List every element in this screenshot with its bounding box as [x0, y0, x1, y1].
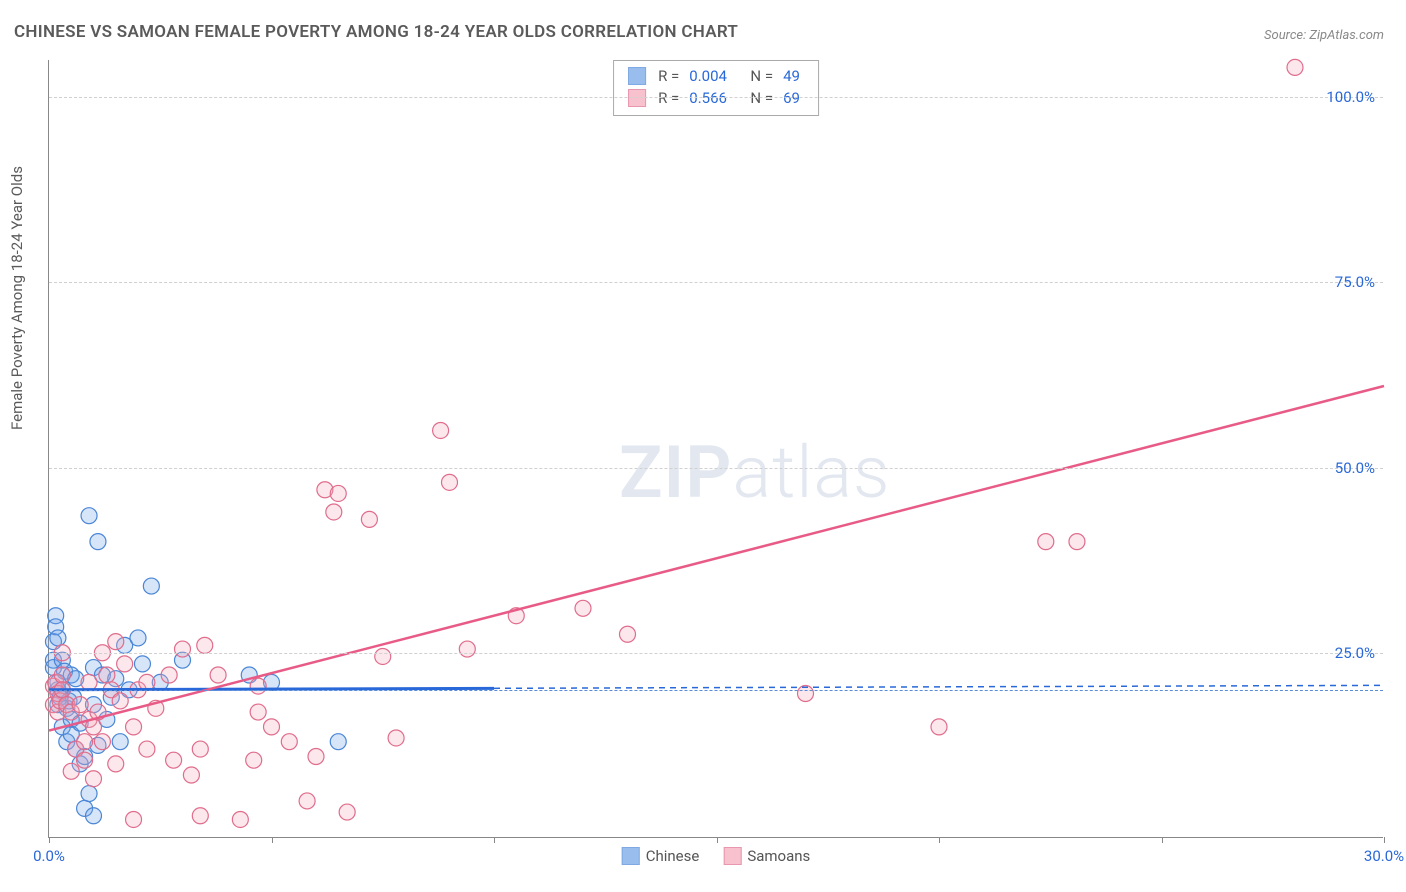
chart-svg: [49, 60, 1383, 837]
data-point: [108, 756, 124, 772]
data-point: [54, 667, 70, 683]
legend-item-samoans: Samoans: [723, 847, 810, 865]
swatch-chinese: [622, 847, 640, 865]
grid-line: [49, 690, 1383, 691]
chart-title: CHINESE VS SAMOAN FEMALE POVERTY AMONG 1…: [14, 22, 738, 42]
data-point: [192, 808, 208, 824]
data-point: [130, 630, 146, 646]
data-point: [72, 697, 88, 713]
data-point: [361, 511, 377, 527]
x-tick: [49, 837, 50, 843]
data-point: [81, 508, 97, 524]
data-point: [210, 667, 226, 683]
data-point: [192, 741, 208, 757]
series-legend: Chinese Samoans: [622, 847, 811, 865]
x-tick: [717, 837, 718, 843]
data-point: [433, 422, 449, 438]
plot-area: ZIPatlas R =0.004 N =49 R =0.566 N =69 C…: [48, 60, 1383, 838]
data-point: [931, 719, 947, 735]
legend-item-chinese: Chinese: [622, 847, 700, 865]
data-point: [166, 752, 182, 768]
data-point: [112, 734, 128, 750]
data-point: [1069, 534, 1085, 550]
data-point: [281, 734, 297, 750]
data-point: [108, 634, 124, 650]
y-tick-label: 75.0%: [1335, 273, 1375, 291]
x-tick: [1384, 837, 1385, 843]
data-point: [143, 578, 159, 594]
data-point: [326, 504, 342, 520]
x-tick: [939, 837, 940, 843]
data-point: [126, 719, 142, 735]
data-point: [232, 811, 248, 827]
data-point: [375, 648, 391, 664]
data-point: [388, 730, 404, 746]
swatch-samoans: [723, 847, 741, 865]
data-point: [139, 741, 155, 757]
data-point: [620, 626, 636, 642]
x-tick: [1162, 837, 1163, 843]
grid-line: [49, 653, 1383, 654]
data-point: [339, 804, 355, 820]
data-point: [99, 667, 115, 683]
data-point: [459, 641, 475, 657]
data-point: [63, 763, 79, 779]
grid-line: [49, 97, 1383, 98]
data-point: [197, 637, 213, 653]
data-point: [81, 786, 97, 802]
x-tick-label: 0.0%: [33, 847, 65, 865]
data-point: [330, 734, 346, 750]
data-point: [90, 534, 106, 550]
data-point: [161, 667, 177, 683]
data-point: [175, 641, 191, 657]
data-point: [50, 630, 66, 646]
data-point: [117, 656, 133, 672]
y-axis-title: Female Poverty Among 18-24 Year Olds: [8, 166, 26, 430]
data-point: [94, 734, 110, 750]
trend-line-extrapolated: [494, 685, 1384, 688]
data-point: [250, 704, 266, 720]
grid-line: [49, 468, 1383, 469]
x-tick-label: 30.0%: [1364, 847, 1404, 865]
data-point: [112, 693, 128, 709]
source-attribution: Source: ZipAtlas.com: [1264, 28, 1384, 43]
data-point: [308, 748, 324, 764]
data-point: [250, 678, 266, 694]
data-point: [299, 793, 315, 809]
trend-line: [49, 386, 1384, 731]
data-point: [183, 767, 199, 783]
data-point: [86, 808, 102, 824]
data-point: [77, 734, 93, 750]
x-tick: [272, 837, 273, 843]
y-tick-label: 100.0%: [1326, 88, 1375, 106]
data-point: [264, 719, 280, 735]
data-point: [1287, 59, 1303, 75]
y-tick-label: 50.0%: [1335, 459, 1375, 477]
grid-line: [49, 282, 1383, 283]
y-tick-label: 25.0%: [1335, 644, 1375, 662]
data-point: [81, 674, 97, 690]
data-point: [86, 771, 102, 787]
data-point: [442, 474, 458, 490]
x-tick: [494, 837, 495, 843]
data-point: [246, 752, 262, 768]
data-point: [77, 752, 93, 768]
data-point: [1038, 534, 1054, 550]
data-point: [330, 485, 346, 501]
data-point: [126, 811, 142, 827]
data-point: [134, 656, 150, 672]
data-point: [575, 600, 591, 616]
